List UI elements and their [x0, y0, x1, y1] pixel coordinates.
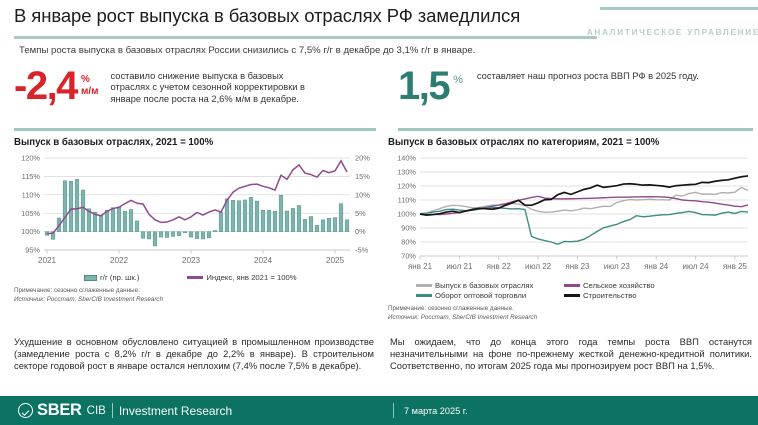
chart-left-title: Выпуск в базовых отраслях, 2021 = 100%	[14, 137, 214, 148]
legend-swatch-line	[564, 294, 580, 297]
chart-right-legend: Выпуск в базовых отраслях Сельское хозяйс…	[388, 281, 754, 300]
logo-separator	[111, 403, 113, 418]
kpi-left-unit-percent: %	[80, 74, 90, 85]
svg-text:10%: 10%	[355, 190, 370, 199]
chart-left-legend-label: г/г (пр. шк.)	[100, 273, 140, 282]
chart-right-legend-item: Оборот оптовой торговли	[416, 291, 564, 300]
kpi-left-unit-mom: м/м	[80, 85, 99, 97]
svg-text:120%: 120%	[21, 154, 40, 163]
svg-text:янв 24: янв 24	[644, 262, 669, 271]
svg-text:110%: 110%	[398, 196, 417, 205]
svg-text:0%: 0%	[355, 227, 366, 236]
sber-check-icon	[18, 403, 33, 418]
chart-right-note-text: Примечание: сезонно сглаженные данные.	[388, 305, 514, 312]
chart-left-source-text: Источник: Росстат, SberCIB Investment Re…	[14, 295, 164, 303]
legend-swatch-line	[187, 276, 204, 279]
kpi-right-divider	[398, 128, 753, 131]
svg-text:115%: 115%	[22, 172, 41, 181]
chart-right-legend-label: Выпуск в базовых отраслях	[435, 281, 534, 290]
chart-right-note: Примечание: сезонно сглаженные данные. И…	[388, 305, 754, 322]
kpi-right-description: составляет наш прогноз роста ВВП РФ в 20…	[476, 71, 699, 81]
chart-left-canvas: 95% 100% 105% 110% 115% 120% -5% 0% 5% 10% 15% 20% 2…	[14, 152, 382, 272]
svg-text:2024: 2024	[254, 256, 273, 265]
svg-text:июл 23: июл 23	[604, 262, 631, 271]
chart-panel-output-index: Выпуск в базовых отраслях, 2021 = 100% 9…	[14, 137, 382, 304]
svg-text:100%: 100%	[21, 227, 40, 236]
logo-brand: SBER	[37, 401, 82, 419]
svg-text:2025: 2025	[326, 256, 345, 265]
chart-left-legend-item: Индекс, янв 2021 = 100%	[187, 273, 297, 282]
kpi-left-description: составило снижение выпуска в базовых отр…	[110, 71, 306, 104]
chart-right-source-text: Источник: Росстат, SberCIB Investment Re…	[388, 313, 538, 321]
chart-left-legend-label: Индекс, янв 2021 = 100%	[206, 273, 297, 282]
kpi-right-unit: %	[453, 74, 463, 87]
svg-text:июл 24: июл 24	[682, 262, 709, 271]
sber-logo: SBER CIB Investment Research	[18, 401, 232, 420]
svg-text:янв 22: янв 22	[487, 262, 512, 271]
kpi-right-value: 1,5	[398, 64, 451, 108]
page-subtitle: Темпы роста выпуска в базовых отраслях Р…	[19, 45, 476, 56]
chart-right-legend-row: Выпуск в базовых отраслях Сельское хозяйс…	[416, 281, 754, 290]
page-title: В январе рост выпуска в базовых отраслях…	[14, 5, 521, 26]
chart-panel-categories: Выпуск в базовых отраслях по категориям,…	[388, 137, 754, 322]
chart-left-legend: г/г (пр. шк.) Индекс, янв 2021 = 100%	[14, 273, 382, 282]
chart-right-legend-label: Сельское хозяйство	[583, 281, 655, 290]
svg-text:2023: 2023	[182, 256, 201, 265]
kpi-card-output-decline: -2,4 % м/м составило снижение выпуска в …	[14, 64, 374, 108]
svg-text:80%: 80%	[401, 238, 416, 247]
svg-text:120%: 120%	[397, 182, 416, 191]
chart-right-title: Выпуск в базовых отраслях по категориям,…	[388, 137, 660, 148]
svg-text:95%: 95%	[25, 246, 40, 255]
commentary-right: Мы ожидаем, что до конца этого года темп…	[390, 336, 752, 371]
svg-text:июл 22: июл 22	[525, 262, 552, 271]
chart-right-canvas: 70% 80% 90% 100% 110% 120% 130% 140% янв 21 июл 2…	[388, 152, 754, 280]
svg-text:110%: 110%	[22, 190, 41, 199]
svg-text:140%: 140%	[397, 154, 416, 163]
chart-right-legend-item: Сельское хозяйство	[564, 281, 655, 290]
chart-right-legend-item: Строительство	[564, 291, 637, 300]
header-divider-right	[600, 7, 758, 10]
footer-date: 7 марта 2025 г.	[404, 405, 468, 416]
header-divider-left	[14, 36, 597, 39]
svg-text:2021: 2021	[38, 256, 57, 265]
svg-text:90%: 90%	[401, 224, 416, 233]
kpi-left-value: -2,4	[14, 64, 78, 108]
svg-text:15%: 15%	[355, 172, 370, 181]
kpi-left-unit: % м/м	[81, 74, 99, 98]
kpi-right-unit-percent: %	[453, 74, 463, 86]
svg-text:5%: 5%	[355, 209, 366, 218]
chart-right-svg: 70% 80% 90% 100% 110% 120% 130% 140% янв 21 июл 2…	[397, 154, 749, 271]
svg-text:130%: 130%	[397, 168, 416, 177]
svg-text:70%: 70%	[401, 252, 416, 261]
footer-bar: SBER CIB Investment Research 7 марта 202…	[0, 396, 758, 425]
svg-text:-5%: -5%	[355, 246, 369, 255]
legend-swatch-line	[416, 284, 432, 287]
chart-right-legend-label: Строительство	[583, 291, 637, 300]
kpi-card-gdp-forecast: 1,5 % составляет наш прогноз роста ВВП Р…	[398, 64, 753, 108]
chart-right-legend-label: Оборот оптовой торговли	[435, 291, 527, 300]
svg-text:20%: 20%	[355, 154, 370, 163]
chart-left-note: Примечание: сезонно сглаженные данные. И…	[14, 287, 382, 304]
logo-brand-sub: CIB	[86, 404, 106, 417]
svg-text:янв 25: янв 25	[723, 262, 748, 271]
legend-swatch-bar	[84, 274, 97, 281]
chart-right-legend-item: Выпуск в базовых отраслях	[416, 281, 564, 290]
kpi-left-divider	[14, 128, 376, 131]
footer-separator	[393, 403, 394, 418]
svg-text:янв 21: янв 21	[408, 262, 433, 271]
chart-right-legend-row: Оборот оптовой торговли Строительство	[416, 291, 754, 300]
chart-left-legend-item: г/г (пр. шк.)	[84, 273, 139, 282]
legend-swatch-line	[564, 284, 580, 287]
svg-text:105%: 105%	[21, 209, 40, 218]
chart-left-svg: 95% 100% 105% 110% 115% 120% -5% 0% 5% 10% 15% 20% 2…	[21, 154, 370, 265]
legend-swatch-line	[416, 294, 432, 297]
svg-text:июл 21: июл 21	[446, 262, 473, 271]
svg-text:100%: 100%	[397, 210, 416, 219]
commentary-left: Ухудшение в основном обусловлено ситуаци…	[14, 336, 374, 371]
svg-text:янв 23: янв 23	[565, 262, 590, 271]
logo-unit: Investment Research	[118, 403, 233, 418]
svg-text:2022: 2022	[110, 256, 129, 265]
chart-left-note-text: Примечание: сезонно сглаженные данные.	[14, 287, 140, 294]
department-label: АНАЛИТИЧЕСКОЕ УПРАВЛЕНИЕ	[586, 28, 758, 37]
